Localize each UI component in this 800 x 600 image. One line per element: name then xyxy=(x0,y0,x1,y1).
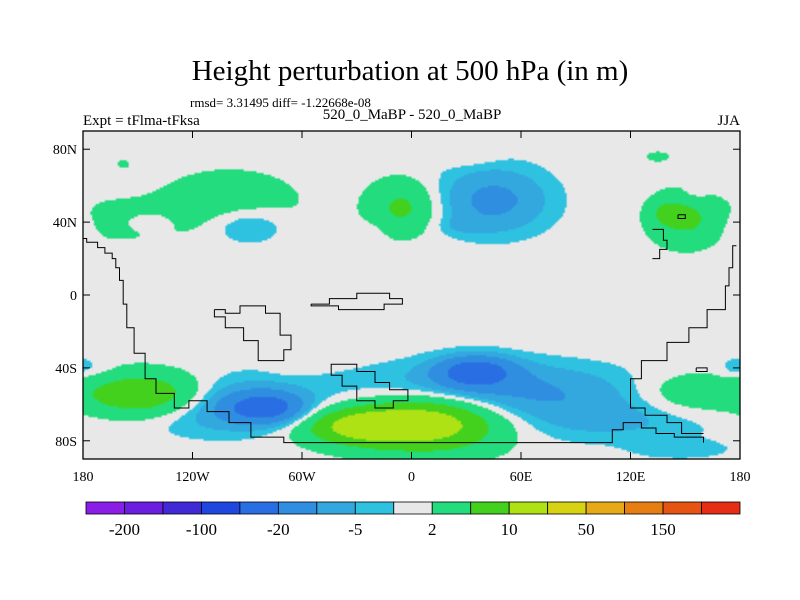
case-label: 520_0_MaBP - 520_0_MaBP xyxy=(323,107,502,123)
y-tick-label: 0 xyxy=(70,289,77,304)
colorbar-label: -5 xyxy=(348,520,362,539)
colorbar-box xyxy=(277,501,318,515)
colorbar-box xyxy=(662,501,702,515)
colorbar-box xyxy=(470,501,510,515)
colorbar-box xyxy=(393,501,433,515)
y-tick-label: 80S xyxy=(55,435,77,450)
colorbar-box xyxy=(547,501,587,515)
colorbar-label: 50 xyxy=(578,520,595,539)
colorbar-label: 2 xyxy=(428,520,437,539)
colorbar-box xyxy=(624,501,664,515)
colorbar-box xyxy=(701,501,741,515)
colorbar-box xyxy=(508,501,549,515)
colorbar-label: -20 xyxy=(267,520,290,539)
y-tick-label: 40N xyxy=(53,216,77,231)
y-axis: 80N 40N 0 40S 80S xyxy=(53,143,740,450)
colorbar-box xyxy=(85,501,125,515)
colorbar-box xyxy=(239,501,279,515)
colorbar-box xyxy=(316,501,356,515)
colorbar-label: 10 xyxy=(501,520,518,539)
colorbar: -200 -100 -20 -5 2 10 50 150 xyxy=(85,501,741,539)
colorbar-box xyxy=(585,501,625,515)
colorbar-box xyxy=(124,501,164,515)
colorbar-label: -100 xyxy=(186,520,217,539)
x-tick-label: 180 xyxy=(73,470,94,485)
colorbar-box xyxy=(354,501,395,515)
x-tick-label: 60W xyxy=(288,470,316,485)
colorbar-box xyxy=(162,501,202,515)
colorbar-label: 150 xyxy=(650,520,676,539)
season-label: JJA xyxy=(717,113,740,129)
y-tick-label: 80N xyxy=(53,143,77,158)
colorbar-box xyxy=(201,501,241,515)
coastline-outline xyxy=(83,214,737,444)
colorbar-box xyxy=(431,501,472,515)
x-tick-label: 120W xyxy=(175,470,210,485)
x-axis: 180 120W 60W 0 60E 120E 180 xyxy=(73,131,751,485)
map-plot-area xyxy=(82,130,741,460)
x-tick-label: 60E xyxy=(510,470,533,485)
chart-title: Height perturbation at 500 hPa (in m) xyxy=(192,55,629,87)
experiment-label: Expt = tFlma-tFksa xyxy=(83,113,200,129)
field-raster xyxy=(83,131,740,459)
x-tick-label: 180 xyxy=(730,470,751,485)
y-tick-label: 40S xyxy=(55,362,77,377)
x-tick-label: 0 xyxy=(408,470,415,485)
stats-label: rmsd= 3.31495 diff= -1.22668e-08 xyxy=(190,95,371,110)
colorbar-label: -200 xyxy=(109,520,140,539)
x-tick-label: 120E xyxy=(616,470,646,485)
